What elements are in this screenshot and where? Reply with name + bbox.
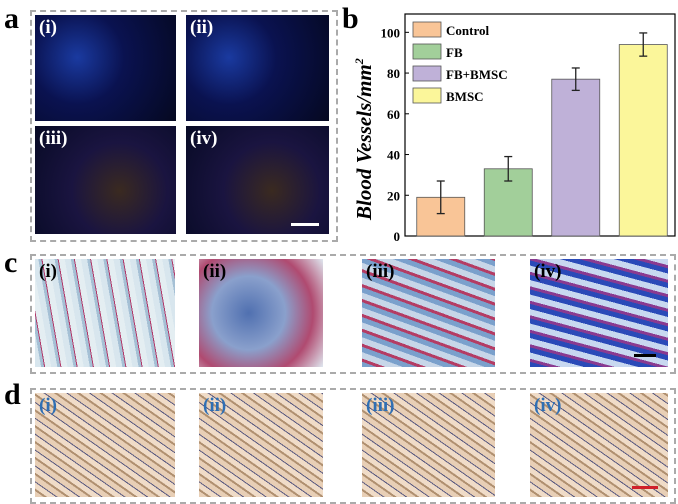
legend-swatch [412,21,442,38]
legend-label: BMSC [446,89,484,104]
stain-image-ii: (ii) [199,259,323,367]
fluorescence-image-iii: (iii) [35,126,176,234]
plot-frame [404,13,676,237]
sublabel: (ii) [190,17,214,38]
sublabel: (iii) [366,395,395,416]
stain-image-i: (i) [35,259,175,367]
y-tick-label: 0 [394,229,401,244]
legend-label: FB+BMSC [446,67,508,82]
ihc-image-i: (i) [35,393,175,497]
bar-fb-bmsc [551,78,601,237]
panel-label-c: c [4,246,18,279]
ihc-image-iv: (iv) [530,393,668,497]
sublabel: (iv) [534,261,562,282]
y-tick-label: 80 [387,66,400,81]
y-tick-label: 60 [387,107,400,122]
panel-d-frame [30,388,676,504]
panel-label-d: d [4,378,21,411]
sublabel: (i) [39,395,57,416]
bar-bmsc [618,44,668,237]
bar-chart: 0 20 40 60 80 100 Control FB FB+BMSC BMSC [381,13,676,244]
sublabel: (iii) [39,128,68,149]
panel-label-a: a [4,2,19,35]
fluorescence-image-iv: (iv) [186,126,329,234]
panel-a-frame [30,10,338,242]
fluorescence-image-ii: (ii) [186,15,329,121]
fluorescence-image-i: (i) [35,15,176,121]
y-tick-label: 40 [387,148,400,163]
stain-image-iii: (iii) [362,259,495,367]
sublabel: (iii) [366,261,395,282]
sublabel: (i) [39,17,57,38]
ihc-image-iii: (iii) [362,393,495,497]
panel-c-frame [30,254,676,374]
legend-swatch [412,43,442,60]
scale-bar [634,354,656,357]
legend-swatch [412,65,442,82]
sublabel: (iv) [534,395,562,416]
sublabel: (iv) [190,128,218,149]
scale-bar [632,486,658,489]
sublabel: (ii) [203,261,227,282]
y-tick-label: 100 [381,25,401,40]
legend-label: Control [446,23,489,38]
legend-label: FB [446,45,463,60]
scale-bar [291,223,319,226]
panel-label-b: b [342,2,359,35]
legend-swatch [412,87,442,104]
sublabel: (ii) [203,395,227,416]
ihc-image-ii: (ii) [199,393,323,497]
y-axis-label: Blood Vessels/mm2 [352,58,376,220]
y-tick-label: 20 [387,188,400,203]
sublabel: (i) [39,261,57,282]
stain-image-iv: (iv) [530,259,668,367]
